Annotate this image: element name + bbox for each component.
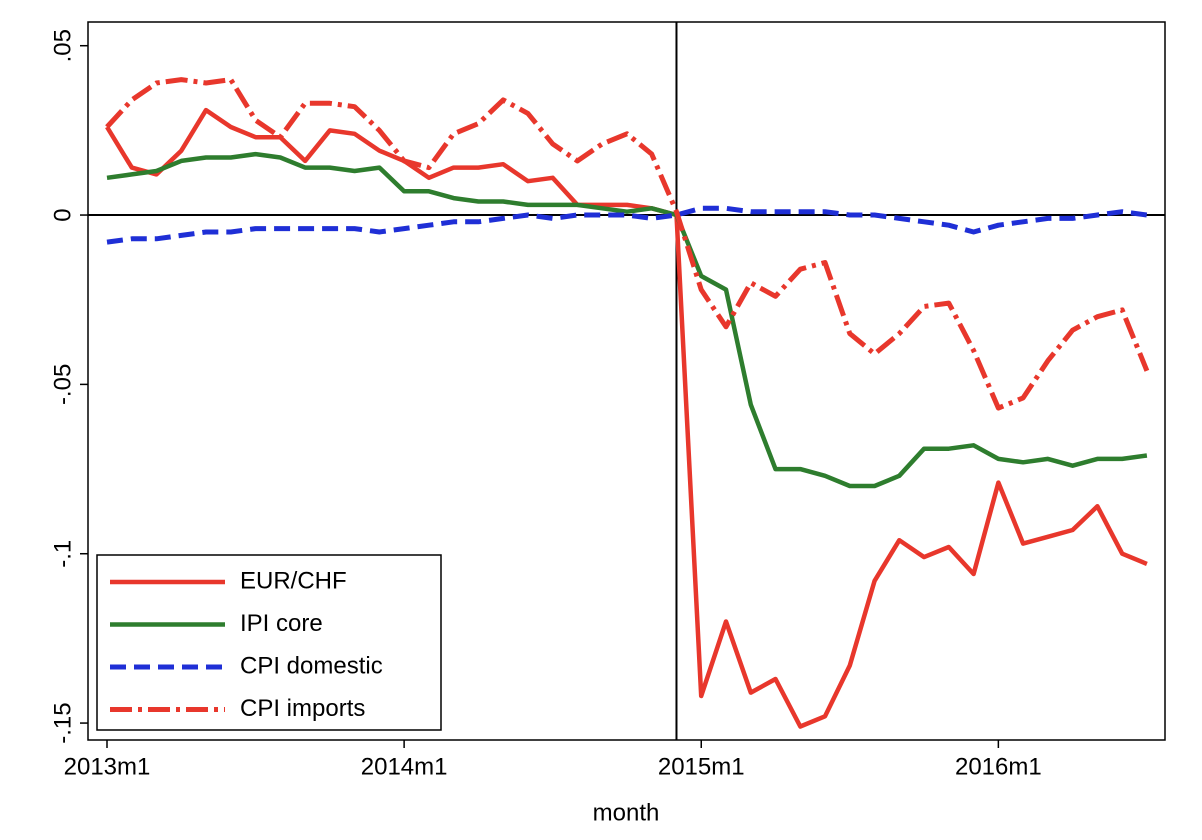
y-tick-label: -.1 <box>49 540 76 568</box>
legend-label: CPI imports <box>240 695 365 722</box>
x-tick-label: 2014m1 <box>361 753 448 780</box>
y-tick-label: 0 <box>49 208 76 221</box>
y-tick-label: -.05 <box>49 364 76 405</box>
series-line <box>105 77 1150 411</box>
legend-label: CPI domestic <box>240 652 383 679</box>
x-tick-label: 2015m1 <box>658 753 745 780</box>
series-line <box>106 205 1148 245</box>
legend-label: IPI core <box>240 610 323 637</box>
y-tick-label: .05 <box>49 29 76 62</box>
y-tick-label: -.15 <box>49 702 76 743</box>
legend-label: EUR/CHF <box>240 567 347 594</box>
plot-frame <box>87 21 1166 741</box>
legend-box <box>96 554 442 731</box>
x-axis-label: month <box>593 799 660 826</box>
x-tick-label: 2013m1 <box>64 753 151 780</box>
x-tick-label: 2016m1 <box>955 753 1042 780</box>
series-line <box>106 151 1148 489</box>
